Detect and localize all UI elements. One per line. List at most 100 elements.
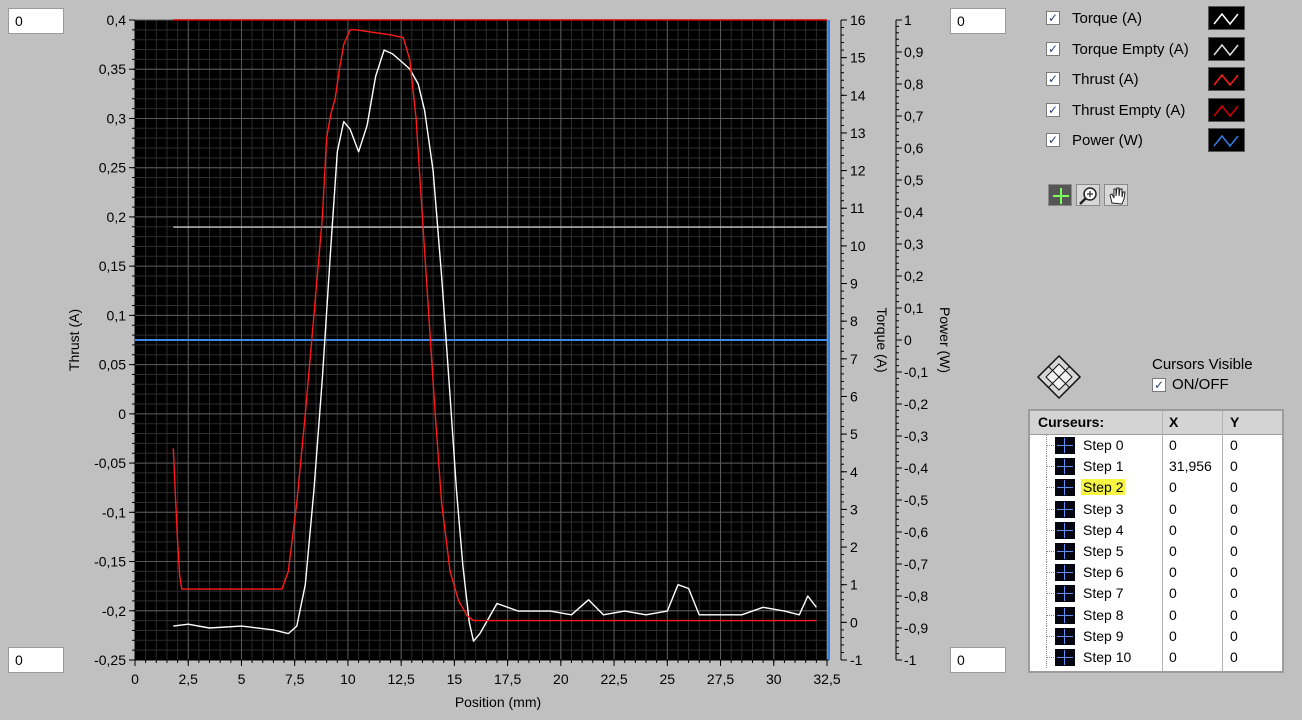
legend-item-power[interactable]: ✓ Power (W): [1044, 128, 1254, 159]
column-header-x[interactable]: X: [1169, 414, 1179, 430]
table-row[interactable]: Step 0 0 0: [1030, 435, 1282, 456]
cursor-x-value[interactable]: 0: [1169, 521, 1177, 538]
cursor-x-value[interactable]: 0: [1169, 564, 1177, 581]
y-left-tick-label: 0: [118, 406, 126, 422]
cursor-y-value[interactable]: 0: [1230, 521, 1238, 538]
y-power-tick-label: 0,9: [904, 44, 924, 60]
table-row[interactable]: Step 7 0 0: [1030, 583, 1282, 605]
y-axis-left-label: Thrust (A): [66, 309, 82, 371]
line-style-swatch-icon[interactable]: [1208, 128, 1245, 152]
right-axis-min-input[interactable]: 0: [950, 647, 1006, 673]
cursor-y-value[interactable]: 0: [1230, 437, 1238, 453]
cursor-name[interactable]: Step 0: [1083, 437, 1124, 453]
cursor-name[interactable]: Step 7: [1083, 585, 1124, 602]
cursor-y-value[interactable]: 0: [1230, 500, 1238, 517]
y-torque-tick-label: 11: [850, 200, 865, 216]
x-tick-label: 12,5: [388, 671, 415, 687]
cursor-x-value[interactable]: 31,956: [1169, 458, 1212, 475]
right-axis-max-input[interactable]: 0: [950, 8, 1006, 34]
line-style-swatch-icon[interactable]: [1208, 6, 1245, 30]
torque-empty-visible-checkbox[interactable]: ✓: [1046, 41, 1060, 56]
series-thrust-a[interactable]: [172, 29, 817, 622]
legend-item-torque[interactable]: ✓ Torque (A): [1044, 6, 1254, 37]
y-torque-tick-label: 5: [850, 426, 858, 442]
y-power-tick-label: -0,6: [904, 524, 928, 540]
column-header-name[interactable]: Curseurs:: [1038, 414, 1105, 430]
cursor-y-value[interactable]: 0: [1230, 606, 1238, 623]
y-left-tick-label: -0,1: [102, 504, 126, 520]
cursor-crosshair-icon: [1055, 649, 1075, 666]
cursor-y-value[interactable]: 0: [1230, 649, 1238, 665]
cursor-y-value[interactable]: 0: [1230, 479, 1238, 496]
cursor-x-value[interactable]: 0: [1169, 437, 1177, 453]
cursor-x-value[interactable]: 0: [1169, 627, 1177, 644]
column-divider[interactable]: [1162, 411, 1163, 671]
line-style-swatch-icon[interactable]: [1208, 97, 1245, 122]
cursor-name[interactable]: Step 8: [1083, 606, 1124, 623]
table-row[interactable]: Step 6 0 0: [1030, 562, 1282, 584]
cursor-x-value[interactable]: 0: [1169, 649, 1177, 665]
left-axis-max-input[interactable]: 0: [8, 8, 64, 34]
cursor-name[interactable]: Step 4: [1083, 521, 1124, 538]
y-power-tick-label: -0,8: [904, 588, 928, 604]
y-torque-tick-label: 9: [850, 276, 858, 292]
cursor-y-value[interactable]: 0: [1230, 458, 1238, 475]
line-style-swatch-icon[interactable]: [1208, 36, 1245, 61]
swatch-line: [1213, 73, 1239, 87]
tree-connector: [1047, 487, 1054, 489]
line-style-swatch-icon[interactable]: [1208, 67, 1245, 91]
table-row[interactable]: Step 3 0 0: [1030, 498, 1282, 520]
cursor-name[interactable]: Step 3: [1083, 500, 1124, 517]
table-row[interactable]: Step 1 31,956 0: [1030, 456, 1282, 478]
column-divider[interactable]: [1222, 411, 1223, 671]
cursor-name[interactable]: Step 2: [1081, 479, 1126, 496]
cursor-name[interactable]: Step 5: [1083, 543, 1124, 559]
cursor-crosshair-icon: [1055, 479, 1075, 497]
cursor-y-value[interactable]: 0: [1230, 627, 1238, 644]
thrust-visible-checkbox[interactable]: ✓: [1046, 72, 1060, 86]
cursor-x-value[interactable]: 0: [1169, 585, 1177, 602]
cursor-name[interactable]: Step 10: [1083, 649, 1132, 665]
table-row[interactable]: Step 2 0 0: [1030, 477, 1282, 499]
cursor-y-value[interactable]: 0: [1230, 543, 1238, 559]
cursor-move-tool-icon[interactable]: [1048, 184, 1072, 206]
legend-item-thrust-empty[interactable]: ✓ Thrust Empty (A): [1044, 97, 1254, 129]
cursor-mover-icon[interactable]: [1036, 354, 1082, 400]
cursors-visible-checkbox[interactable]: ✓: [1152, 378, 1166, 392]
table-row[interactable]: Step 9 0 0: [1030, 625, 1282, 647]
pan-hand-tool-icon[interactable]: [1104, 184, 1128, 206]
tree-connector: [1046, 604, 1057, 626]
zoom-tool-icon[interactable]: [1076, 184, 1100, 206]
tree-connector: [1046, 541, 1057, 562]
torque-visible-checkbox[interactable]: ✓: [1046, 11, 1060, 25]
cursors-table[interactable]: Curseurs: X Y Step 0 0 0 Step 1 31,956 0 Step …: [1028, 409, 1284, 673]
cursor-crosshair-icon: [1055, 564, 1075, 582]
y-left-tick-label: -0,05: [94, 455, 126, 471]
y-power-tick-label: 0,8: [904, 76, 924, 92]
left-axis-min-input[interactable]: 0: [8, 647, 64, 673]
series-torque-a[interactable]: [173, 49, 817, 642]
legend-item-torque-empty[interactable]: ✓ Torque Empty (A): [1044, 36, 1254, 68]
table-row[interactable]: Step 5 0 0: [1030, 541, 1282, 562]
y-power-tick-label: 0,3: [904, 236, 924, 252]
cursor-name[interactable]: Step 1: [1083, 458, 1124, 475]
cursor-x-value[interactable]: 0: [1169, 543, 1177, 559]
table-row[interactable]: Step 8 0 0: [1030, 604, 1282, 626]
tree-connector: [1047, 551, 1054, 552]
cursor-y-value[interactable]: 0: [1230, 564, 1238, 581]
y-power-tick-label: 0: [904, 332, 912, 348]
legend-item-thrust[interactable]: ✓ Thrust (A): [1044, 67, 1254, 98]
table-row[interactable]: Step 10 0 0: [1030, 647, 1282, 668]
column-header-y[interactable]: Y: [1230, 414, 1240, 430]
cursor-x-value[interactable]: 0: [1169, 606, 1177, 623]
thrust-empty-visible-checkbox[interactable]: ✓: [1046, 102, 1060, 117]
cursor-name[interactable]: Step 9: [1083, 627, 1124, 644]
table-row[interactable]: Step 4 0 0: [1030, 519, 1282, 541]
y-power-tick-label: 0,2: [904, 268, 924, 284]
cursor-name[interactable]: Step 6: [1083, 564, 1124, 581]
cursor-x-value[interactable]: 0: [1169, 500, 1177, 517]
power-visible-checkbox[interactable]: ✓: [1046, 133, 1060, 147]
cursor-x-value[interactable]: 0: [1169, 479, 1177, 496]
cursor-y-value[interactable]: 0: [1230, 585, 1238, 602]
